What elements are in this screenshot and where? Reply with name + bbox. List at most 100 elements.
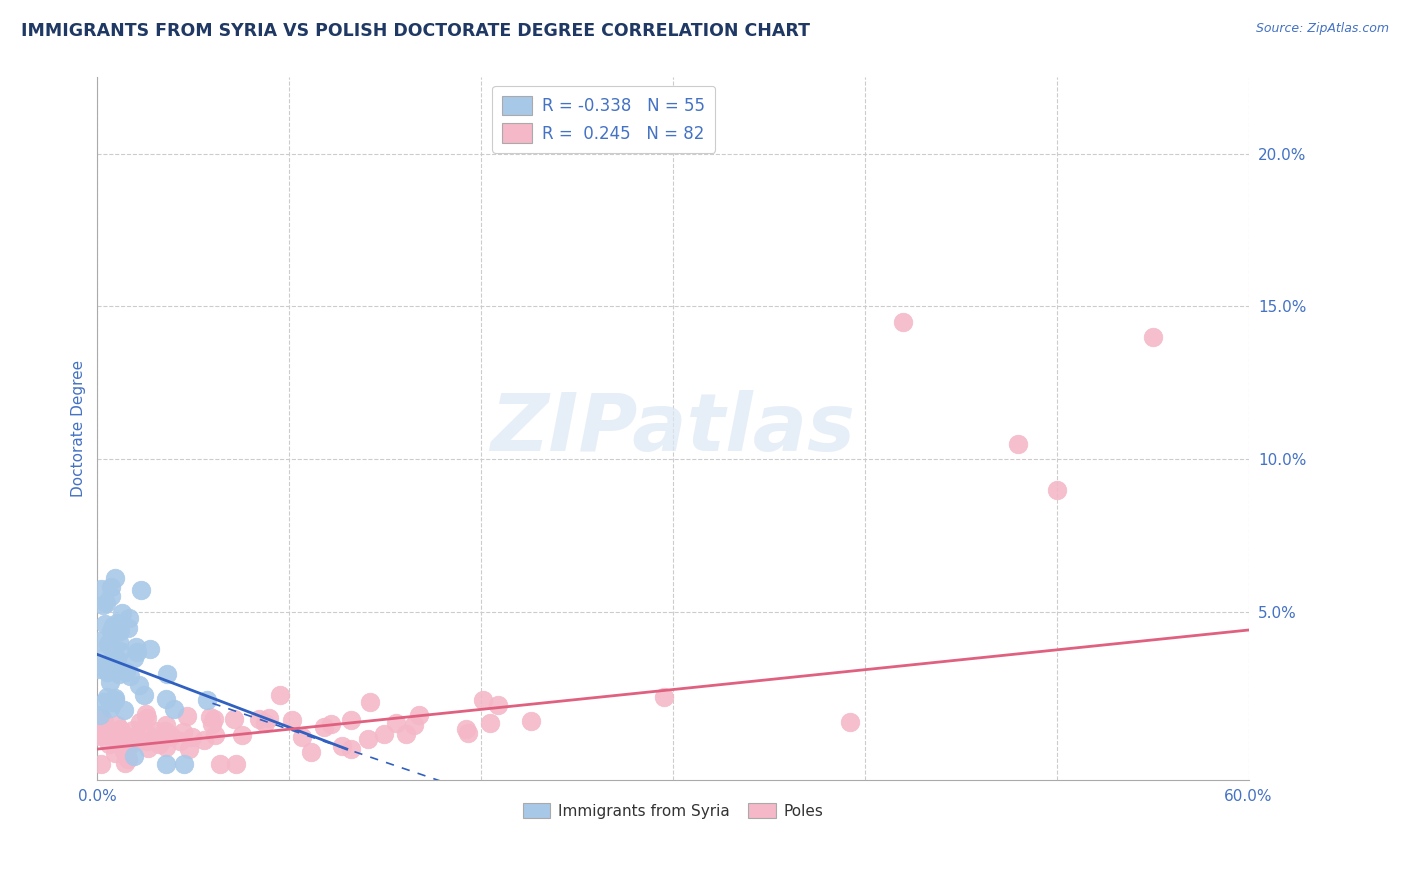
Point xyxy=(155,691,177,706)
Point xyxy=(120,668,142,682)
Point xyxy=(471,693,494,707)
Point xyxy=(103,640,125,655)
Point xyxy=(115,665,138,680)
Point xyxy=(330,739,353,753)
Point xyxy=(104,624,127,638)
Point xyxy=(91,723,114,738)
Point xyxy=(118,611,141,625)
Point xyxy=(89,708,111,723)
Point xyxy=(269,688,291,702)
Point xyxy=(93,695,115,709)
Point xyxy=(101,695,124,709)
Point xyxy=(107,634,129,648)
Point xyxy=(339,742,361,756)
Point xyxy=(112,744,135,758)
Point xyxy=(402,718,425,732)
Point xyxy=(100,675,122,690)
Point xyxy=(104,693,127,707)
Point xyxy=(105,652,128,666)
Point xyxy=(1007,437,1029,451)
Point xyxy=(291,730,314,744)
Point xyxy=(176,708,198,723)
Point xyxy=(100,589,122,603)
Point xyxy=(148,737,170,751)
Point xyxy=(120,739,142,753)
Point xyxy=(138,641,160,656)
Point xyxy=(173,757,195,772)
Point xyxy=(339,713,361,727)
Point xyxy=(179,742,201,756)
Point xyxy=(891,315,914,329)
Point xyxy=(1142,330,1164,344)
Point xyxy=(231,728,253,742)
Point xyxy=(117,752,139,766)
Point xyxy=(91,728,114,742)
Point xyxy=(195,693,218,707)
Point xyxy=(112,703,135,717)
Point xyxy=(90,727,112,741)
Point xyxy=(87,721,110,735)
Point xyxy=(224,712,246,726)
Point xyxy=(89,633,111,648)
Point xyxy=(135,706,157,721)
Point xyxy=(457,726,479,740)
Point xyxy=(479,715,502,730)
Point xyxy=(96,665,118,679)
Point xyxy=(155,667,177,681)
Point xyxy=(395,727,418,741)
Point xyxy=(321,716,343,731)
Point xyxy=(135,711,157,725)
Point xyxy=(100,580,122,594)
Point xyxy=(145,723,167,738)
Point xyxy=(202,712,225,726)
Point xyxy=(120,730,142,744)
Point xyxy=(254,715,277,730)
Point xyxy=(160,729,183,743)
Point xyxy=(110,624,132,639)
Point xyxy=(104,571,127,585)
Point xyxy=(163,702,186,716)
Point xyxy=(129,583,152,598)
Point xyxy=(654,690,676,704)
Point xyxy=(105,652,128,666)
Point xyxy=(486,698,509,712)
Point xyxy=(111,606,134,620)
Point xyxy=(408,708,430,723)
Point xyxy=(98,700,121,714)
Point xyxy=(101,644,124,658)
Point xyxy=(93,658,115,673)
Point xyxy=(454,722,477,736)
Point xyxy=(225,757,247,772)
Point xyxy=(104,691,127,706)
Point xyxy=(122,749,145,764)
Point xyxy=(159,729,181,743)
Point xyxy=(136,740,159,755)
Point xyxy=(359,694,381,708)
Point xyxy=(155,718,177,732)
Point xyxy=(257,711,280,725)
Point xyxy=(247,713,270,727)
Point xyxy=(105,623,128,637)
Point xyxy=(838,715,860,730)
Point xyxy=(153,724,176,739)
Point xyxy=(94,617,117,632)
Point xyxy=(108,643,131,657)
Point xyxy=(200,709,222,723)
Point xyxy=(520,714,543,728)
Point xyxy=(128,678,150,692)
Point xyxy=(157,729,180,743)
Point xyxy=(169,733,191,747)
Point xyxy=(172,725,194,739)
Point xyxy=(385,715,408,730)
Point xyxy=(111,736,134,750)
Point xyxy=(96,596,118,610)
Point xyxy=(105,718,128,732)
Point xyxy=(90,757,112,772)
Legend: Immigrants from Syria, Poles: Immigrants from Syria, Poles xyxy=(517,797,830,824)
Point xyxy=(114,746,136,760)
Point xyxy=(100,624,122,638)
Point xyxy=(105,616,128,631)
Point xyxy=(107,667,129,681)
Point xyxy=(104,746,127,760)
Point xyxy=(204,728,226,742)
